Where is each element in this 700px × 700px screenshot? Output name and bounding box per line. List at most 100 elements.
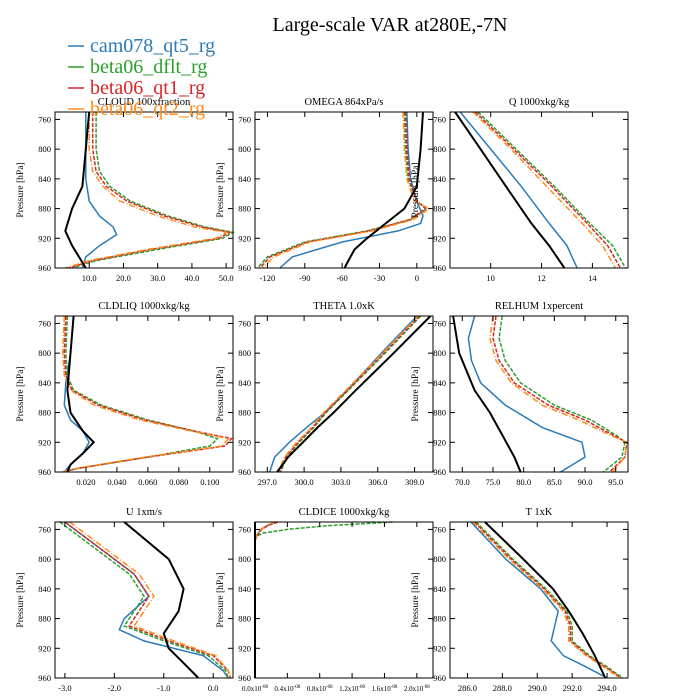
x-tick-label: 50.0 <box>219 273 234 283</box>
x-tick-label: 309.0 <box>405 477 424 487</box>
x-tick-label: 0.0 <box>208 683 219 693</box>
y-axis-label: Pressure [hPa] <box>216 366 226 421</box>
series-line-beta06_qt1_rg <box>492 315 628 473</box>
panel-2: OMEGA 864xPa/s 760 800 840 880 920 960 -120 -90 -… <box>216 97 434 283</box>
y-tick-label: 960 <box>433 673 446 683</box>
y-tick-label: 800 <box>238 348 251 358</box>
series-line-cam078_qt5_rg <box>459 111 578 269</box>
y-tick-label: 760 <box>238 114 251 124</box>
series-line-reference <box>276 315 432 473</box>
series-line-beta06_dflt_rg <box>256 111 429 269</box>
y-axis-label: Pressure [hPa] <box>216 572 226 627</box>
y-tick-label: 920 <box>38 643 51 653</box>
y-tick-label: 840 <box>238 584 251 594</box>
x-tick-label: 75.0 <box>486 477 501 487</box>
y-tick-label: 800 <box>433 144 446 154</box>
y-axis-label: Pressure [hPa] <box>411 366 421 421</box>
series-line-beta06_dflt_rg <box>498 315 626 473</box>
y-tick-label: 800 <box>38 144 51 154</box>
y-tick-label: 760 <box>38 114 51 124</box>
y-axis-label: Pressure [hPa] <box>216 162 226 217</box>
x-tick-label: 70.0 <box>455 477 470 487</box>
y-tick-label: 840 <box>238 378 251 388</box>
y-tick-label: 920 <box>238 643 251 653</box>
x-tick-label: 80.0 <box>516 477 531 487</box>
series-line-beta06_dflt_rg <box>254 521 393 538</box>
panel-9: T 1xK 760 800 840 880 920 960 286.0 288.0 290.0 29… <box>411 507 629 693</box>
x-tick-label: 0.020 <box>76 477 95 487</box>
x-tick-label: 0.100 <box>200 477 219 487</box>
x-tick-label: 0.040 <box>107 477 126 487</box>
x-tick-label: 20.0 <box>116 273 131 283</box>
series-line-beta06_qt2_rg <box>277 315 419 473</box>
series-line-cam078_qt5_rg <box>470 521 608 679</box>
series-line-beta06_dflt_rg <box>59 521 229 679</box>
panel-5: THETA 1.0xK 760 800 840 880 920 960 297.0 300.0 3… <box>216 301 434 487</box>
x-tick-label: 300.0 <box>295 477 314 487</box>
series-line-beta06_qt2_rg <box>69 521 232 679</box>
legend-label: beta06_qt1_rg <box>90 77 205 99</box>
plot-frame <box>449 111 629 269</box>
y-tick-label: 880 <box>38 408 51 418</box>
series-line-beta06_qt2_rg <box>61 315 230 473</box>
series-line-beta06_dflt_rg <box>71 112 236 269</box>
x-tick-label: 90.0 <box>578 477 593 487</box>
plot-frame <box>54 315 234 473</box>
panel-title: CLDICE 1000xkg/kg <box>299 507 390 518</box>
x-tick-label: 12 <box>537 273 546 283</box>
y-tick-label: 840 <box>38 584 51 594</box>
panel-4: CLDLIQ 1000xkg/kg 760 800 840 880 920 960 0.020… <box>16 301 234 487</box>
x-tick-label: -30 <box>374 273 385 283</box>
y-tick-label: 840 <box>38 174 51 184</box>
series-line-beta06_qt2_rg <box>472 521 620 679</box>
series-line-reference <box>64 111 91 269</box>
y-tick-label: 800 <box>238 144 251 154</box>
y-tick-label: 800 <box>238 554 251 564</box>
y-tick-label: 760 <box>433 524 446 534</box>
x-tick-label: 1.2x10-08 <box>339 685 365 693</box>
x-tick-label: -2.0 <box>108 683 121 693</box>
x-tick-label: 85.0 <box>547 477 562 487</box>
x-tick-label: 290.0 <box>528 683 547 693</box>
y-tick-label: 960 <box>238 673 251 683</box>
x-tick-label: 297.0 <box>258 477 277 487</box>
y-tick-label: 880 <box>238 408 251 418</box>
series-line-reference <box>454 111 566 269</box>
y-tick-label: 880 <box>238 614 251 624</box>
x-tick-label: 0.0x10-08 <box>242 685 268 693</box>
legend-label: beta06_qt2_rg <box>90 98 205 120</box>
series-line-beta06_qt2_rg <box>489 315 628 473</box>
series-line-cam078_qt5_rg <box>81 112 118 269</box>
y-tick-label: 960 <box>238 263 251 273</box>
y-tick-label: 800 <box>38 348 51 358</box>
y-tick-label: 880 <box>38 204 51 214</box>
series-line-cam078_qt5_rg <box>467 315 586 473</box>
x-tick-label: -120 <box>260 273 276 283</box>
plot-frame <box>54 111 234 269</box>
y-tick-label: 840 <box>38 378 51 388</box>
y-tick-label: 960 <box>433 263 446 273</box>
y-tick-label: 760 <box>433 318 446 328</box>
y-axis-label: Pressure [hPa] <box>16 162 26 217</box>
y-tick-label: 880 <box>433 614 446 624</box>
panel-title: RELHUM 1xpercent <box>495 301 583 312</box>
y-tick-label: 840 <box>433 584 446 594</box>
legend-label: beta06_dflt_rg <box>90 56 207 78</box>
panel-3: Q 1000xkg/kg 760 800 840 880 920 960 10 12 14 Pres… <box>411 97 629 283</box>
figure-title: Large-scale VAR at280E,-7N <box>273 14 508 36</box>
series-line-beta06_qt1_rg <box>259 111 427 269</box>
x-tick-label: 292.0 <box>563 683 582 693</box>
y-tick-label: 800 <box>433 348 446 358</box>
y-axis-label: Pressure [hPa] <box>411 572 421 627</box>
x-tick-label: 2.0x10-08 <box>404 685 430 693</box>
x-tick-label: 10.0 <box>82 273 97 283</box>
x-tick-label: 14 <box>588 273 597 283</box>
panel-title: CLOUD 100xfraction <box>98 97 191 108</box>
y-tick-label: 880 <box>433 408 446 418</box>
series-line-beta06_qt2_rg <box>261 111 431 269</box>
panel-title: Q 1000xkg/kg <box>509 97 570 108</box>
series-line-beta06_qt1_rg <box>473 521 622 679</box>
panel-6: RELHUM 1xpercent 760 800 840 880 920 960 70.0 75… <box>411 301 629 487</box>
series-line-reference <box>343 111 424 269</box>
